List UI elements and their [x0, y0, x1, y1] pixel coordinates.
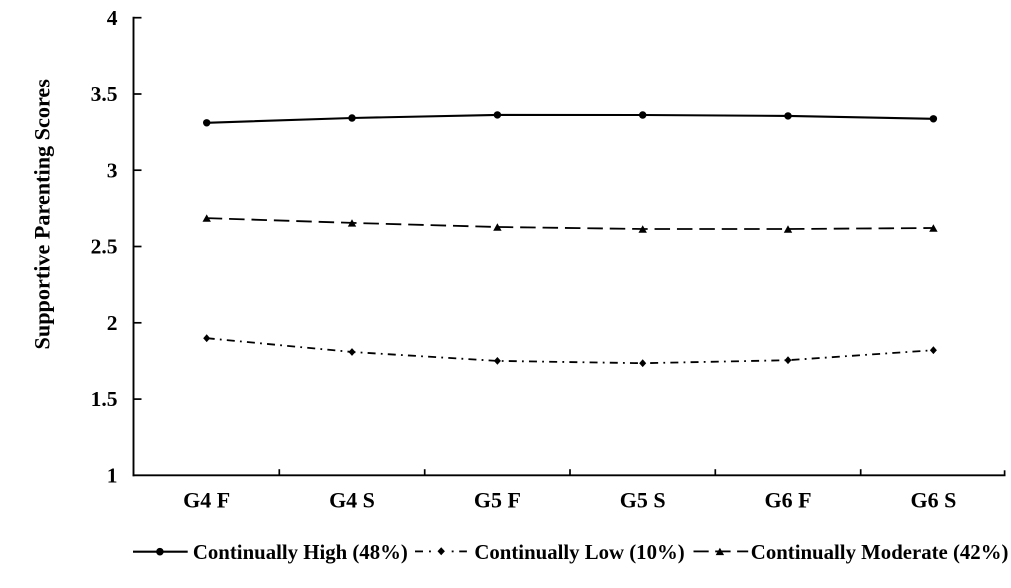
svg-text:G6 F: G6 F [764, 488, 811, 513]
svg-text:G5 F: G5 F [474, 488, 521, 513]
svg-text:G4 S: G4 S [329, 488, 375, 513]
svg-text:4: 4 [107, 6, 118, 30]
svg-text:G5 S: G5 S [620, 488, 666, 513]
svg-text:1.5: 1.5 [91, 387, 118, 411]
svg-text:2.5: 2.5 [91, 235, 118, 259]
svg-text:Continually Moderate (42%): Continually Moderate (42%) [751, 541, 1009, 564]
svg-text:3.5: 3.5 [91, 82, 118, 106]
svg-text:Continually High (48%): Continually High (48%) [193, 541, 408, 564]
svg-text:G4 F: G4 F [183, 488, 230, 513]
svg-text:G6 S: G6 S [910, 488, 956, 513]
svg-text:Continually Low (10%): Continually Low (10%) [474, 541, 684, 564]
svg-text:2: 2 [107, 311, 118, 335]
svg-text:1: 1 [107, 464, 118, 488]
svg-text:Supportive Parenting Scores: Supportive Parenting Scores [30, 79, 55, 350]
svg-text:3: 3 [107, 158, 118, 182]
